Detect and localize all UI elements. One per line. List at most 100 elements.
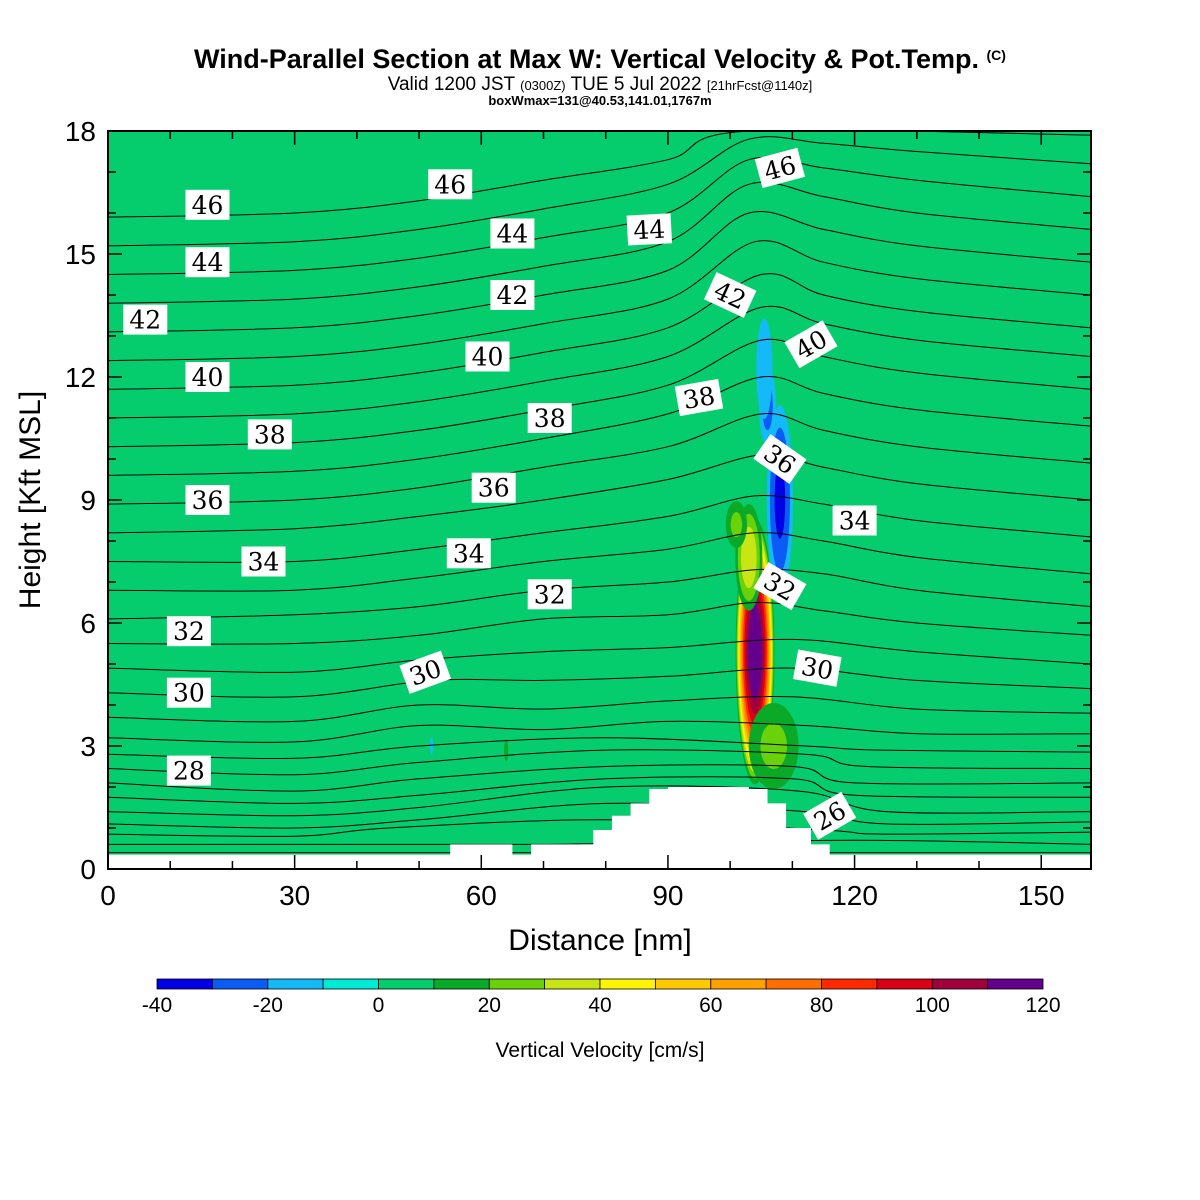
terrain-mask (108, 787, 1091, 869)
contour-label: 30 (399, 650, 452, 694)
contour-label-text: 44 (192, 248, 224, 277)
weak-updraft-region (769, 131, 1091, 548)
updraft-feature (504, 739, 509, 762)
contour-label: 46 (185, 189, 230, 220)
contour-label-box (471, 472, 516, 503)
contour-label-box (703, 272, 757, 318)
theta-contours (108, 131, 1091, 854)
chart-title: Wind-Parallel Section at Max W: Vertical… (0, 44, 1200, 75)
contour-label-box (674, 378, 724, 417)
contour-label: 40 (185, 362, 230, 392)
colorbar-swatch (599, 978, 656, 990)
updraft-feature (725, 501, 748, 549)
contour-label-text: 34 (839, 507, 871, 536)
colorbar-swatch (433, 978, 490, 990)
contour-label-text: 38 (681, 381, 717, 415)
contour-label-text: 38 (534, 404, 566, 433)
contour-label-text: 30 (173, 679, 205, 708)
colorbar-swatch (710, 978, 767, 990)
y-tick-label: 18 (65, 116, 96, 147)
contour-label-box (241, 546, 286, 577)
contour-label: 34 (832, 505, 877, 536)
theta-contour-line (108, 454, 1091, 534)
contour-label-box (166, 677, 211, 708)
valid-prefix: Valid 1200 JST (387, 74, 515, 95)
contour-label: 32 (166, 616, 211, 647)
colorbar-swatch (876, 978, 933, 990)
copyright-mark: (C) (986, 47, 1006, 63)
weak-updraft-region (858, 732, 1052, 834)
contour-label-box (166, 755, 211, 786)
contour-label-text: 44 (496, 220, 528, 249)
contour-label-box (490, 218, 535, 249)
velocity-band (760, 723, 788, 769)
theta-contour-line (108, 181, 1091, 304)
contour-label: 38 (674, 378, 724, 417)
colorbar-title: Vertical Velocity [cm/s] (496, 1039, 705, 1062)
velocity-band (751, 624, 760, 680)
colorbar-swatch (765, 978, 822, 990)
colorbar-swatch (156, 978, 213, 990)
contour-label-box (527, 403, 572, 433)
contour-label-box (185, 362, 230, 392)
contour-label: 30 (793, 649, 842, 687)
contour-label-text: 36 (478, 474, 510, 503)
colorbar-tick-label: 80 (810, 994, 833, 1017)
weak-updraft-region (567, 642, 619, 860)
contour-label-text: 32 (534, 580, 566, 609)
contour-label-text: 38 (254, 420, 286, 449)
y-axis-title: Height [Kft MSL] (14, 391, 47, 609)
contour-label: 34 (446, 538, 491, 569)
theta-contour-line (108, 638, 1091, 673)
contour-label-box (832, 505, 877, 536)
contour-label: 36 (185, 485, 230, 515)
colorbar-swatch (211, 978, 269, 990)
velocity-band (774, 461, 786, 539)
contour-label-text: 46 (434, 170, 466, 199)
y-tick-label: 9 (80, 485, 96, 516)
x-tick-label: 120 (831, 880, 878, 911)
theta-contour-line (108, 802, 1091, 829)
title-text: Wind-Parallel Section at Max W: Vertical… (194, 44, 979, 74)
y-tick-label: 15 (65, 239, 96, 270)
theta-contour-line (108, 273, 1091, 390)
colorbar-tick-label: 40 (588, 994, 611, 1017)
contour-label: 38 (527, 403, 572, 433)
contour-label-box (123, 304, 168, 335)
contour-label-box (185, 247, 230, 278)
updraft-feature (748, 702, 799, 790)
theta-contour-line (108, 749, 1091, 776)
contour-label-text: 42 (496, 281, 528, 310)
colorbar-swatch (378, 978, 435, 990)
theta-contour-line (108, 764, 1091, 792)
x-axis-title: Distance [nm] (508, 924, 691, 957)
colorbar-tick-label: 60 (699, 994, 722, 1017)
velocity-band (429, 737, 434, 755)
contour-label: 44 (490, 218, 535, 249)
weak-updraft-region (385, 131, 665, 439)
theta-contour-line (108, 136, 1091, 247)
theta-contour-line (108, 131, 1091, 218)
contour-label: 28 (166, 755, 211, 786)
contour-label-text: 40 (472, 343, 504, 372)
contour-label-box (185, 485, 230, 515)
colorbar-swatch (488, 978, 546, 990)
y-tick-label: 0 (80, 854, 96, 885)
contour-label-box (247, 419, 292, 450)
weak-updraft-region (229, 131, 408, 422)
theta-contour-line (108, 568, 1091, 620)
contour-label-box (784, 320, 838, 369)
colorbar-tick-label: 20 (478, 994, 501, 1017)
colorbar-swatch (322, 978, 379, 990)
theta-contour-line (108, 240, 1091, 362)
valid-utc: (0300Z) (520, 78, 566, 93)
contour-label-box (753, 562, 807, 611)
colorbar-swatch (544, 978, 601, 990)
theta-contour-line (108, 532, 1091, 592)
contour-label-box (446, 538, 491, 569)
contour-label: 36 (471, 472, 516, 503)
colorbar-swatch (267, 978, 324, 990)
theta-contour-line (108, 211, 1091, 333)
theta-contour-line (108, 839, 1091, 846)
